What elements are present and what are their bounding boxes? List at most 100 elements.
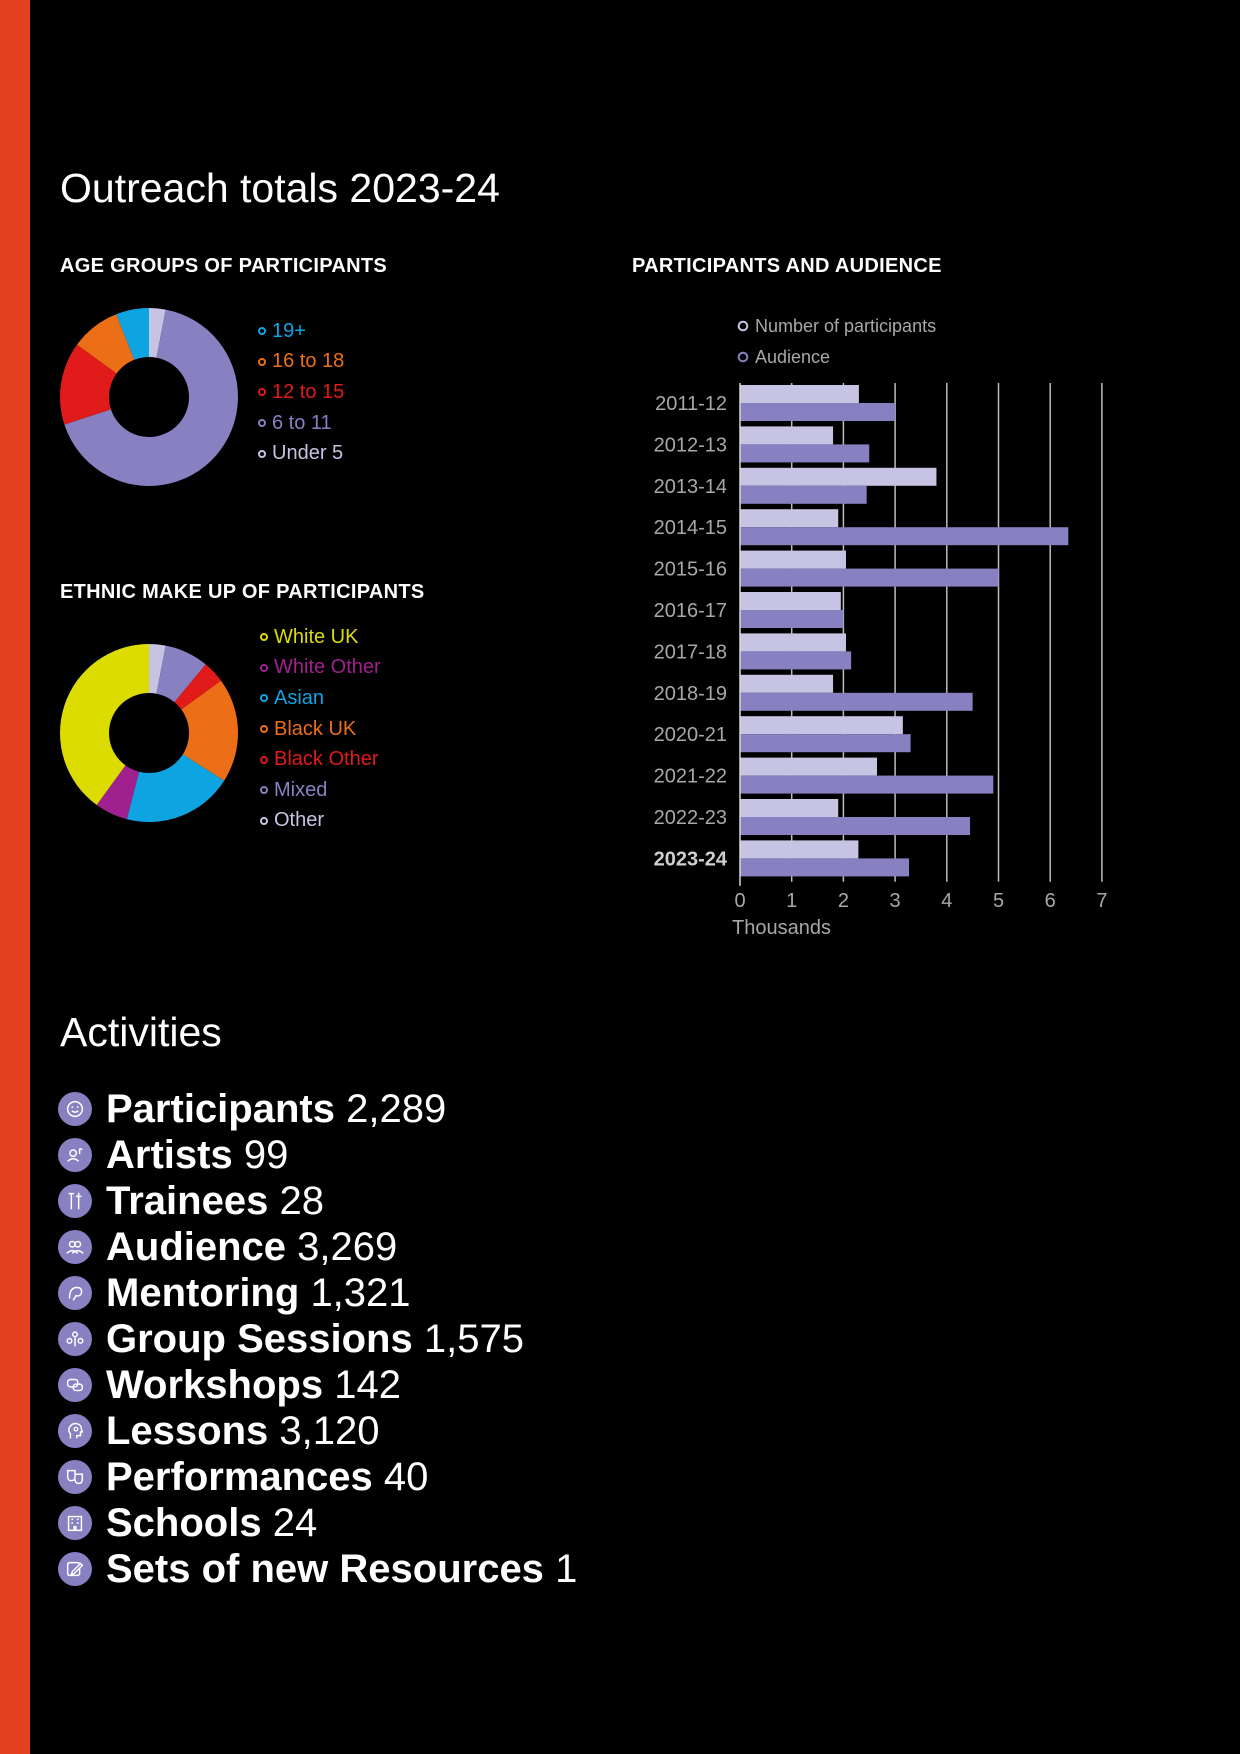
activity-text: Sets of new Resources 1 — [106, 1549, 577, 1589]
bar-participants-2015-16 — [740, 550, 846, 569]
legend-item: Other — [260, 806, 381, 837]
activity-value: 24 — [272, 1501, 318, 1545]
legend-marker-icon — [737, 351, 749, 363]
bar-audience-2012-13 — [740, 444, 870, 463]
legend-label: Number of participants — [755, 316, 936, 336]
activity-value: 1,321 — [310, 1271, 411, 1315]
activities-list: Participants 2,289 Artists 99 Trainees 28 A… — [58, 1086, 577, 1592]
donut-slice-black-uk — [181, 680, 238, 781]
activity-text: Mentoring 1,321 — [106, 1273, 411, 1313]
activity-label: Trainees — [106, 1179, 269, 1223]
x-axis-label: Thousands — [732, 917, 831, 939]
ethnic-makeup-legend: White UK White Other Asian Black UK Black Ot… — [260, 622, 381, 836]
legend-item: White UK — [260, 622, 381, 653]
bar-audience-2013-14 — [740, 485, 867, 504]
x-tick-label: 1 — [786, 890, 797, 912]
activity-label: Group Sessions — [106, 1317, 413, 1361]
activity-row: Performances 40 — [58, 1454, 577, 1500]
audience-icon — [58, 1230, 92, 1264]
bar-participants-2018-19 — [740, 674, 834, 693]
legend-item: Asian — [260, 683, 381, 714]
legend-marker-icon — [260, 786, 268, 795]
donut-slice-16-to-18 — [76, 314, 135, 374]
bar-participants-2017-18 — [740, 633, 846, 652]
activity-text: Schools 24 — [106, 1503, 317, 1543]
bar-participants-2011-12 — [740, 385, 859, 403]
activity-row: Trainees 28 — [58, 1178, 577, 1224]
category-label: 2016-17 — [654, 600, 727, 622]
category-label: 2023-24 — [654, 848, 728, 870]
activity-label: Mentoring — [106, 1271, 300, 1315]
workshop-icon — [58, 1368, 92, 1402]
legend-label: Audience — [755, 347, 830, 367]
activity-row: Sets of new Resources 1 — [58, 1546, 577, 1592]
legend-item: Under 5 — [258, 438, 344, 469]
artist-icon — [58, 1138, 92, 1172]
activity-value: 142 — [334, 1363, 401, 1407]
legend-label: White Other — [274, 656, 381, 679]
age-groups-donut-chart — [60, 308, 238, 486]
activity-text: Participants 2,289 — [106, 1089, 446, 1129]
age-groups-legend: 19+ 16 to 18 12 to 15 6 to 11 Under 5 — [258, 316, 344, 469]
bar-participants-2012-13 — [740, 426, 834, 445]
bar-participants-2020-21 — [740, 716, 903, 735]
activity-row: Mentoring 1,321 — [58, 1270, 577, 1316]
x-tick-label: 3 — [890, 890, 901, 912]
activity-row: Schools 24 — [58, 1500, 577, 1546]
tools-icon — [58, 1184, 92, 1218]
legend-marker-icon — [258, 327, 266, 336]
activity-row: Group Sessions 1,575 — [58, 1316, 577, 1362]
x-tick-label: 0 — [734, 890, 745, 912]
activity-text: Audience 3,269 — [106, 1227, 397, 1267]
legend-marker-icon — [260, 663, 268, 672]
ethnic-makeup-donut-chart — [59, 644, 238, 822]
ethnic-heading: ETHNIC MAKE UP OF PARTICIPANTS — [60, 581, 425, 603]
bar-participants-2022-23 — [740, 799, 839, 817]
donut-slice-under-5 — [149, 308, 166, 358]
age-groups-heading: AGE GROUPS OF PARTICIPANTS — [60, 255, 388, 277]
group-icon — [58, 1322, 92, 1356]
category-label: 2017-18 — [654, 641, 727, 663]
category-label: 2014-15 — [654, 517, 727, 539]
legend-label: 12 to 15 — [272, 380, 345, 403]
legend-item: Black UK — [260, 714, 381, 745]
activity-row: Participants 2,289 — [58, 1086, 577, 1132]
legend-label: 16 to 18 — [272, 350, 345, 373]
activity-row: Artists 99 — [58, 1132, 577, 1178]
edit-icon — [58, 1552, 92, 1586]
side-accent-bar — [0, 0, 30, 1754]
legend-label: Mixed — [274, 778, 328, 801]
legend-marker-icon — [258, 357, 266, 366]
legend-item: 16 to 18 — [258, 347, 344, 378]
bar-audience-2021-22 — [740, 775, 994, 794]
bar-audience-2015-16 — [740, 568, 999, 587]
donut-slice-other — [149, 644, 166, 694]
category-label: 2013-14 — [654, 476, 727, 498]
activity-text: Performances 40 — [106, 1457, 428, 1497]
activity-text: Workshops 142 — [106, 1365, 401, 1405]
legend-marker-icon — [260, 725, 268, 734]
legend-label: 19+ — [272, 319, 306, 342]
activity-value: 99 — [243, 1133, 289, 1177]
legend-marker-icon — [258, 388, 266, 397]
activity-value: 3,120 — [279, 1409, 380, 1453]
activity-text: Lessons 3,120 — [106, 1411, 380, 1451]
activity-text: Artists 99 — [106, 1135, 288, 1175]
bar-audience-2022-23 — [740, 817, 971, 835]
x-tick-label: 4 — [941, 890, 952, 912]
bar-audience-2016-17 — [740, 610, 844, 628]
bar-participants-2023-24 — [740, 840, 859, 859]
donut-slice-19- — [116, 308, 149, 360]
bar-participants-2021-22 — [740, 757, 878, 776]
activity-text: Trainees 28 — [106, 1181, 324, 1221]
participants-audience-heading: PARTICIPANTS AND AUDIENCE — [632, 255, 942, 277]
legend-item: White Other — [260, 653, 381, 684]
bar-audience-2018-19 — [740, 692, 973, 711]
category-label: 2020-21 — [654, 724, 727, 746]
activity-label: Performances — [106, 1455, 373, 1499]
activity-value: 3,269 — [297, 1225, 398, 1269]
activity-row: Workshops 142 — [58, 1362, 577, 1408]
mentoring-icon — [58, 1276, 92, 1310]
bar-audience-2020-21 — [740, 734, 911, 753]
bar-audience-2017-18 — [740, 651, 852, 670]
